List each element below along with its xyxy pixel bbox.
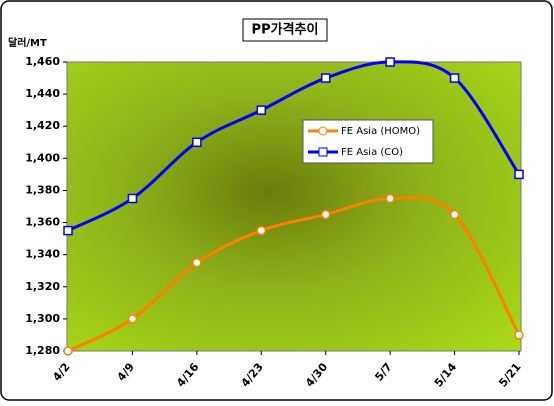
y-axis-label: 달러/MT	[8, 36, 47, 49]
marker	[320, 209, 331, 220]
y-tick-label: 1,440	[25, 87, 60, 100]
marker	[385, 57, 395, 67]
marker	[514, 330, 524, 340]
marker	[514, 169, 524, 180]
marker	[192, 137, 202, 148]
y-tick-label: 1,400	[25, 151, 60, 164]
legend-label: FE Asia (HOMO)	[341, 126, 420, 137]
y-tick-label: 1,460	[25, 55, 60, 68]
y-tick-label: 1,380	[25, 183, 60, 196]
title-box	[242, 18, 328, 42]
y-tick-label: 1,320	[25, 280, 60, 293]
marker	[385, 193, 395, 204]
marker	[256, 105, 267, 115]
y-tick-label: 1,280	[25, 344, 60, 357]
marker	[449, 73, 460, 83]
marker	[127, 314, 138, 324]
marker	[449, 209, 460, 220]
marker	[63, 225, 73, 236]
y-tick-label: 1,340	[25, 248, 60, 261]
marker	[127, 193, 138, 204]
legend-marker	[318, 147, 328, 157]
marker	[192, 257, 202, 268]
marker	[63, 346, 73, 356]
chart-title: PP가격추이	[252, 22, 319, 38]
y-tick-label: 1,420	[25, 119, 60, 132]
y-tick-label: 1,360	[25, 216, 60, 229]
plot-area	[66, 61, 522, 352]
legend-label: FE Asia (CO)	[341, 147, 403, 158]
y-tick-label: 1,300	[25, 312, 60, 325]
marker	[256, 225, 267, 236]
legend-marker	[318, 126, 328, 136]
marker	[320, 73, 331, 83]
